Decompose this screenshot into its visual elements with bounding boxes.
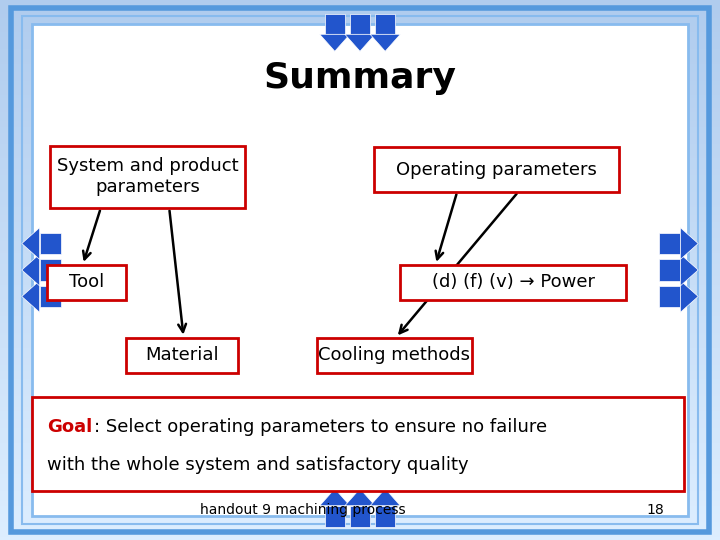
Polygon shape: [40, 259, 61, 281]
Polygon shape: [375, 505, 395, 526]
Text: Operating parameters: Operating parameters: [397, 160, 597, 179]
Text: Cooling methods: Cooling methods: [318, 346, 470, 364]
FancyBboxPatch shape: [32, 397, 684, 491]
Text: (d) (f) (v) → Power: (d) (f) (v) → Power: [431, 273, 595, 291]
FancyBboxPatch shape: [126, 338, 238, 373]
FancyBboxPatch shape: [47, 265, 126, 300]
Text: 18: 18: [647, 503, 664, 517]
Polygon shape: [40, 233, 61, 254]
Polygon shape: [22, 228, 40, 259]
Polygon shape: [40, 286, 61, 307]
FancyBboxPatch shape: [317, 338, 472, 373]
Polygon shape: [325, 505, 345, 526]
Text: Summary: Summary: [264, 62, 456, 95]
Polygon shape: [345, 35, 375, 51]
FancyBboxPatch shape: [50, 146, 245, 208]
Text: Material: Material: [145, 346, 219, 364]
Polygon shape: [350, 505, 370, 526]
Text: System and product
parameters: System and product parameters: [57, 158, 238, 196]
Text: Tool: Tool: [69, 273, 104, 291]
Polygon shape: [370, 489, 400, 505]
Polygon shape: [659, 259, 680, 281]
Polygon shape: [345, 489, 375, 505]
Polygon shape: [680, 228, 698, 259]
Polygon shape: [659, 233, 680, 254]
Polygon shape: [659, 286, 680, 307]
Polygon shape: [320, 489, 350, 505]
Polygon shape: [325, 14, 345, 35]
Polygon shape: [680, 281, 698, 312]
Polygon shape: [370, 35, 400, 51]
Text: Goal: Goal: [47, 418, 92, 436]
Polygon shape: [22, 281, 40, 312]
FancyBboxPatch shape: [374, 147, 619, 192]
Text: : Select operating parameters to ensure no failure: : Select operating parameters to ensure …: [94, 418, 546, 436]
FancyBboxPatch shape: [400, 265, 626, 300]
Polygon shape: [22, 254, 40, 286]
Polygon shape: [375, 14, 395, 35]
Text: with the whole system and satisfactory quality: with the whole system and satisfactory q…: [47, 456, 469, 474]
Polygon shape: [320, 35, 350, 51]
Text: handout 9 machining process: handout 9 machining process: [199, 503, 405, 517]
Polygon shape: [350, 14, 370, 35]
Polygon shape: [680, 254, 698, 286]
FancyBboxPatch shape: [32, 24, 688, 516]
